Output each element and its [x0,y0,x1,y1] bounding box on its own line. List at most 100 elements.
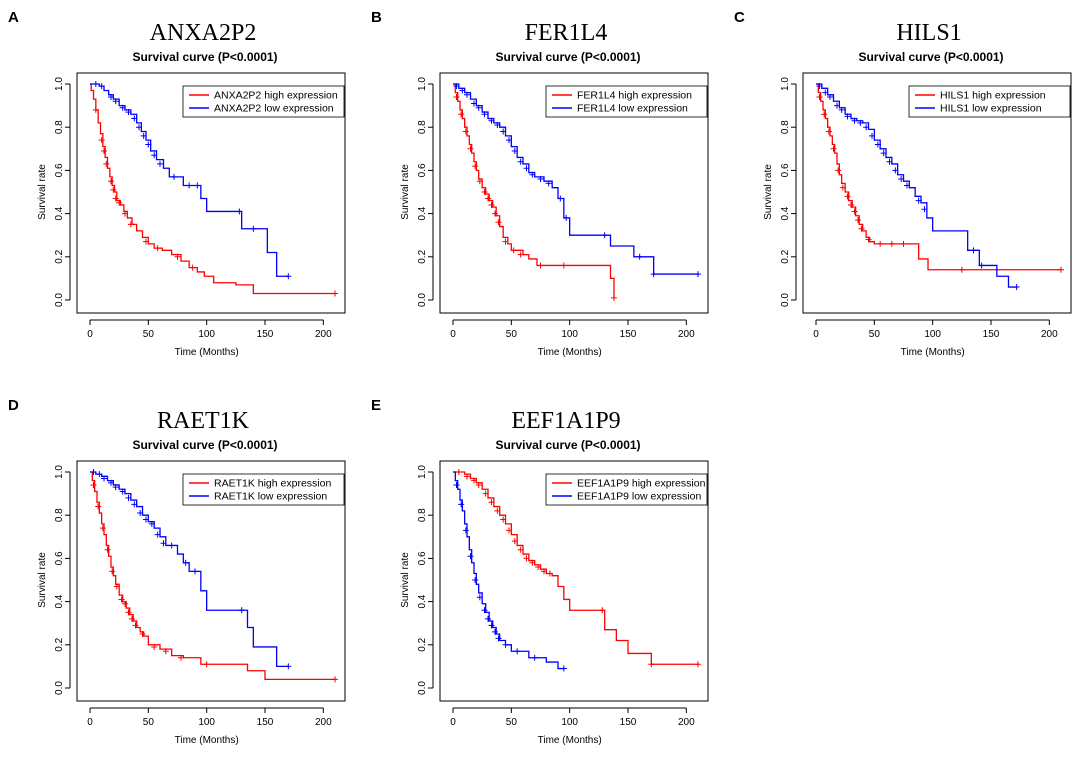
censor-mark [488,622,495,629]
censor-mark [92,81,99,87]
plot-frame [76,460,346,702]
censor-mark [148,520,155,527]
panel-e: E EEF1A1P9 Survival curve (P<0.0001) 0 50 100… [363,388,725,761]
censor-mark [285,663,292,670]
censor-mark [160,540,167,547]
y-tick-label: 0.2 [54,637,65,651]
censor-mark [131,115,138,122]
censor-mark [122,210,128,217]
survival-line-low [90,471,289,668]
censor-mark [838,106,845,113]
survival-chart: A ANXA2P2 Survival curve (P<0.0001) 0 50 100 1… [8,9,346,358]
legend-label: EEF1A1P9 low expression [577,491,701,503]
x-tick-label: 100 [924,329,941,340]
x-axis-label: Time (Months) [538,735,602,746]
censor-mark [162,648,169,655]
x-tick-label: 0 [450,329,456,340]
censor-mark [874,141,881,148]
censor-mark [546,570,553,577]
censor-mark [517,546,524,553]
y-axis-label: Survival rate [37,552,48,608]
censor-mark [816,83,823,90]
censor-mark [888,240,895,247]
censor-mark [481,111,488,118]
censor-mark [189,264,196,271]
censor-mark [915,197,922,204]
y-tick-label: 0.0 [54,681,65,695]
censor-mark [472,163,479,170]
censor-mark [476,178,483,185]
censor-mark [182,559,189,566]
censor-mark [495,635,502,642]
y-tick-label: 0.6 [780,163,791,177]
y-tick-label: 0.0 [780,293,791,307]
censor-mark [132,622,139,629]
y-tick-label: 1.0 [417,465,428,479]
censor-mark [827,93,833,100]
survival-line-high [453,83,615,298]
panel-letter: B [371,9,382,26]
censor-mark [531,654,538,661]
censor-mark [877,240,884,247]
censor-mark [494,122,501,129]
censor-mark [459,87,466,94]
censor-mark [108,479,114,486]
censor-mark [880,150,887,157]
censor-mark [285,273,292,280]
survival-line-low [453,471,564,670]
censor-mark [1058,266,1064,273]
censor-mark [886,158,893,165]
censor-mark [168,542,175,549]
censor-mark [834,102,840,109]
censor-mark [110,186,117,193]
censor-mark [844,193,851,200]
legend-box [545,473,708,506]
censor-mark [958,266,965,273]
censor-mark [695,661,701,668]
y-axis-label: Survival rate [37,164,48,220]
y-tick-label: 0.6 [54,163,65,177]
x-tick-label: 150 [620,717,637,728]
y-tick-label: 0.8 [417,120,428,134]
y-axis-label: Survival rate [400,552,411,608]
survival-chart: B FER1L4 Survival curve (P<0.0001) 0 50 100 15… [371,9,709,358]
censor-mark [332,290,338,297]
censor-mark [178,654,184,661]
x-tick-label: 200 [315,717,332,728]
censor-mark [839,184,846,191]
censor-mark [851,208,858,215]
x-tick-label: 50 [869,329,881,340]
y-tick-label: 0.8 [780,120,791,134]
censor-mark [488,499,495,506]
censor-mark [119,488,126,495]
censor-mark [103,160,110,167]
censor-mark [125,609,132,616]
x-tick-label: 100 [561,717,578,728]
panel-d: D RAET1K Survival curve (P<0.0001) 0 50 100 15… [0,388,362,761]
y-tick-label: 0.4 [54,594,65,608]
survival-line-high [90,83,335,295]
legend-label: RAET1K high expression [214,478,331,490]
x-tick-label: 0 [450,717,456,728]
censor-mark [98,83,105,90]
censor-mark [101,147,107,154]
x-tick-label: 100 [198,717,215,728]
censor-mark [462,527,469,534]
panel-letter: C [734,9,745,26]
y-tick-label: 0.0 [417,293,428,307]
censor-mark [921,206,928,213]
censor-mark [154,531,161,538]
censor-mark [464,473,470,480]
censor-mark [151,643,158,650]
legend-label: HILS1 low expression [940,103,1042,115]
x-tick-label: 200 [678,329,695,340]
chart-subtitle: Survival curve (P<0.0001) [132,438,277,452]
y-tick-label: 1.0 [54,77,65,91]
censor-mark [174,253,181,260]
censor-mark [502,641,509,648]
censor-mark [131,501,138,508]
censor-mark [192,568,198,575]
censor-mark [502,238,509,245]
survival-chart: E EEF1A1P9 Survival curve (P<0.0001) 0 50 100… [371,397,709,746]
